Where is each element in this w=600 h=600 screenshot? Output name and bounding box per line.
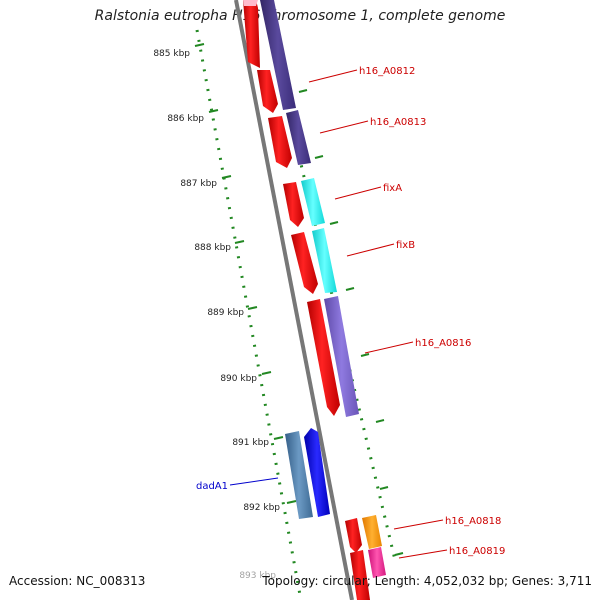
ruler-tick [234, 240, 245, 244]
leader-line [393, 519, 444, 530]
ruler-label: 886 kbp [167, 114, 204, 124]
leader-line [319, 120, 369, 134]
gene-fixA-arrow-red[interactable] [283, 182, 304, 227]
gene-label-fixB[interactable]: fixB [396, 240, 415, 251]
gene-fixB-cyan[interactable] [312, 228, 337, 293]
gene-dadA1-arrow-blue[interactable] [304, 428, 330, 517]
gene-label-h16_A0813[interactable]: h16_A0813 [370, 117, 426, 128]
gene-h16_A0819-red[interactable] [350, 550, 370, 600]
accession-text: Accession: NC_008313 [9, 574, 146, 588]
gene-labels: h16_A0812 h16_A0813 fixA fixB h16_A0816 … [196, 66, 505, 559]
ruler-label: 893 kbp [239, 571, 276, 581]
genome-summary-text: Topology: circular; Length: 4,052,032 bp… [262, 574, 592, 588]
gene-label-h16_A0819[interactable]: h16_A0819 [449, 546, 505, 557]
gene-h16_A0812-top-pink [243, 0, 258, 6]
leader-line [346, 243, 395, 257]
ruler-tick [273, 436, 284, 440]
gene-label-h16_A0812[interactable]: h16_A0812 [359, 66, 415, 77]
ruler-tick [221, 175, 232, 179]
gene-features [243, 0, 386, 600]
gene-h16_A0819-pink[interactable] [368, 547, 386, 578]
ruler-label: 888 kbp [194, 243, 231, 253]
gene-label-fixA[interactable]: fixA [383, 183, 402, 194]
gene-h16_A0812-arrow-red[interactable] [257, 70, 278, 113]
leader-line [364, 341, 414, 354]
ruler-tick [194, 43, 205, 47]
ruler-label: 887 kbp [180, 179, 217, 189]
sequence-backbone [234, 0, 354, 600]
gene-h16_A0818-arrow-red[interactable] [345, 518, 362, 553]
ruler-tick [261, 371, 272, 375]
ruler-label: 891 kbp [232, 438, 269, 448]
gene-h16_A0813-arrow-red[interactable] [268, 116, 292, 168]
leader-line [398, 549, 448, 559]
gene-dadA1-steel[interactable] [285, 431, 313, 519]
ruler-tick [208, 109, 219, 113]
gene-h16_A0813-purple[interactable] [286, 110, 311, 165]
ruler-ticks: 885 kbp 886 kbp 887 kbp 888 kbp 889 kbp … [153, 43, 297, 581]
ruler-tick [247, 306, 258, 310]
outer-track-ticks [298, 89, 404, 556]
gene-label-h16_A0818[interactable]: h16_A0818 [445, 516, 501, 527]
leader-line [308, 69, 358, 83]
ruler-label: 885 kbp [153, 49, 190, 59]
gene-fixA-cyan[interactable] [301, 178, 325, 226]
ruler-label: 890 kbp [220, 374, 257, 384]
gene-h16_A0812-strand-red[interactable] [243, 0, 260, 68]
ruler-label: 889 kbp [207, 308, 244, 318]
leader-line [334, 186, 382, 200]
gene-h16_A0818-orange[interactable] [362, 515, 382, 549]
gene-label-dadA1[interactable]: dadA1 [196, 481, 228, 492]
gene-h16_A0816-arrow-red[interactable] [307, 299, 340, 416]
leader-line [229, 477, 279, 486]
ruler-tick [286, 500, 297, 504]
ruler-label: 892 kbp [243, 503, 280, 513]
gene-fixB-arrow-red[interactable] [291, 232, 318, 294]
gene-label-h16_A0816[interactable]: h16_A0816 [415, 338, 471, 349]
map-title: Ralstonia eutropha H16 chromosome 1, com… [94, 8, 506, 24]
gene-h16_A0812-purple[interactable] [260, 0, 296, 110]
gene-h16_A0816-purple[interactable] [324, 296, 359, 417]
